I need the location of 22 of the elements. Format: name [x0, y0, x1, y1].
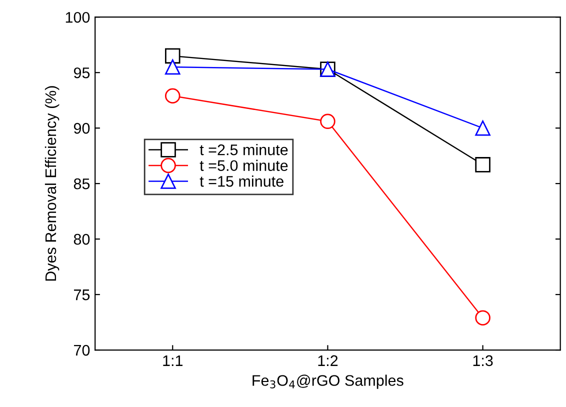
y-tick-label: 100 — [66, 12, 90, 23]
point — [164, 48, 180, 64]
x-tick-label: 1:3 — [473, 355, 493, 366]
y-tick-label: 85 — [74, 178, 90, 190]
x-tick-label: 1:2 — [318, 355, 338, 366]
y-tick-label: 95 — [74, 67, 90, 78]
point — [320, 114, 336, 130]
y-tick-label: 70 — [74, 344, 90, 356]
point — [475, 120, 490, 136]
legend-label: t =5.0 minute — [200, 160, 288, 172]
legend-label: t =15 minute — [200, 176, 284, 187]
point — [475, 157, 490, 172]
y-axis-title: Dyes Removal Efficiency (%) — [44, 86, 60, 281]
y-tick-label: 80 — [74, 234, 90, 245]
point — [475, 310, 490, 326]
point — [164, 88, 180, 104]
x-tick-label: 1:1 — [163, 355, 183, 366]
point — [164, 59, 180, 75]
y-tick-label: 75 — [74, 290, 90, 300]
x-axis-title: Fe$_{3}$O$_{4}$@rGO Samples — [252, 374, 404, 389]
y-tick-label: 90 — [74, 122, 90, 134]
legend-label: t =2.5 minute — [200, 144, 288, 156]
